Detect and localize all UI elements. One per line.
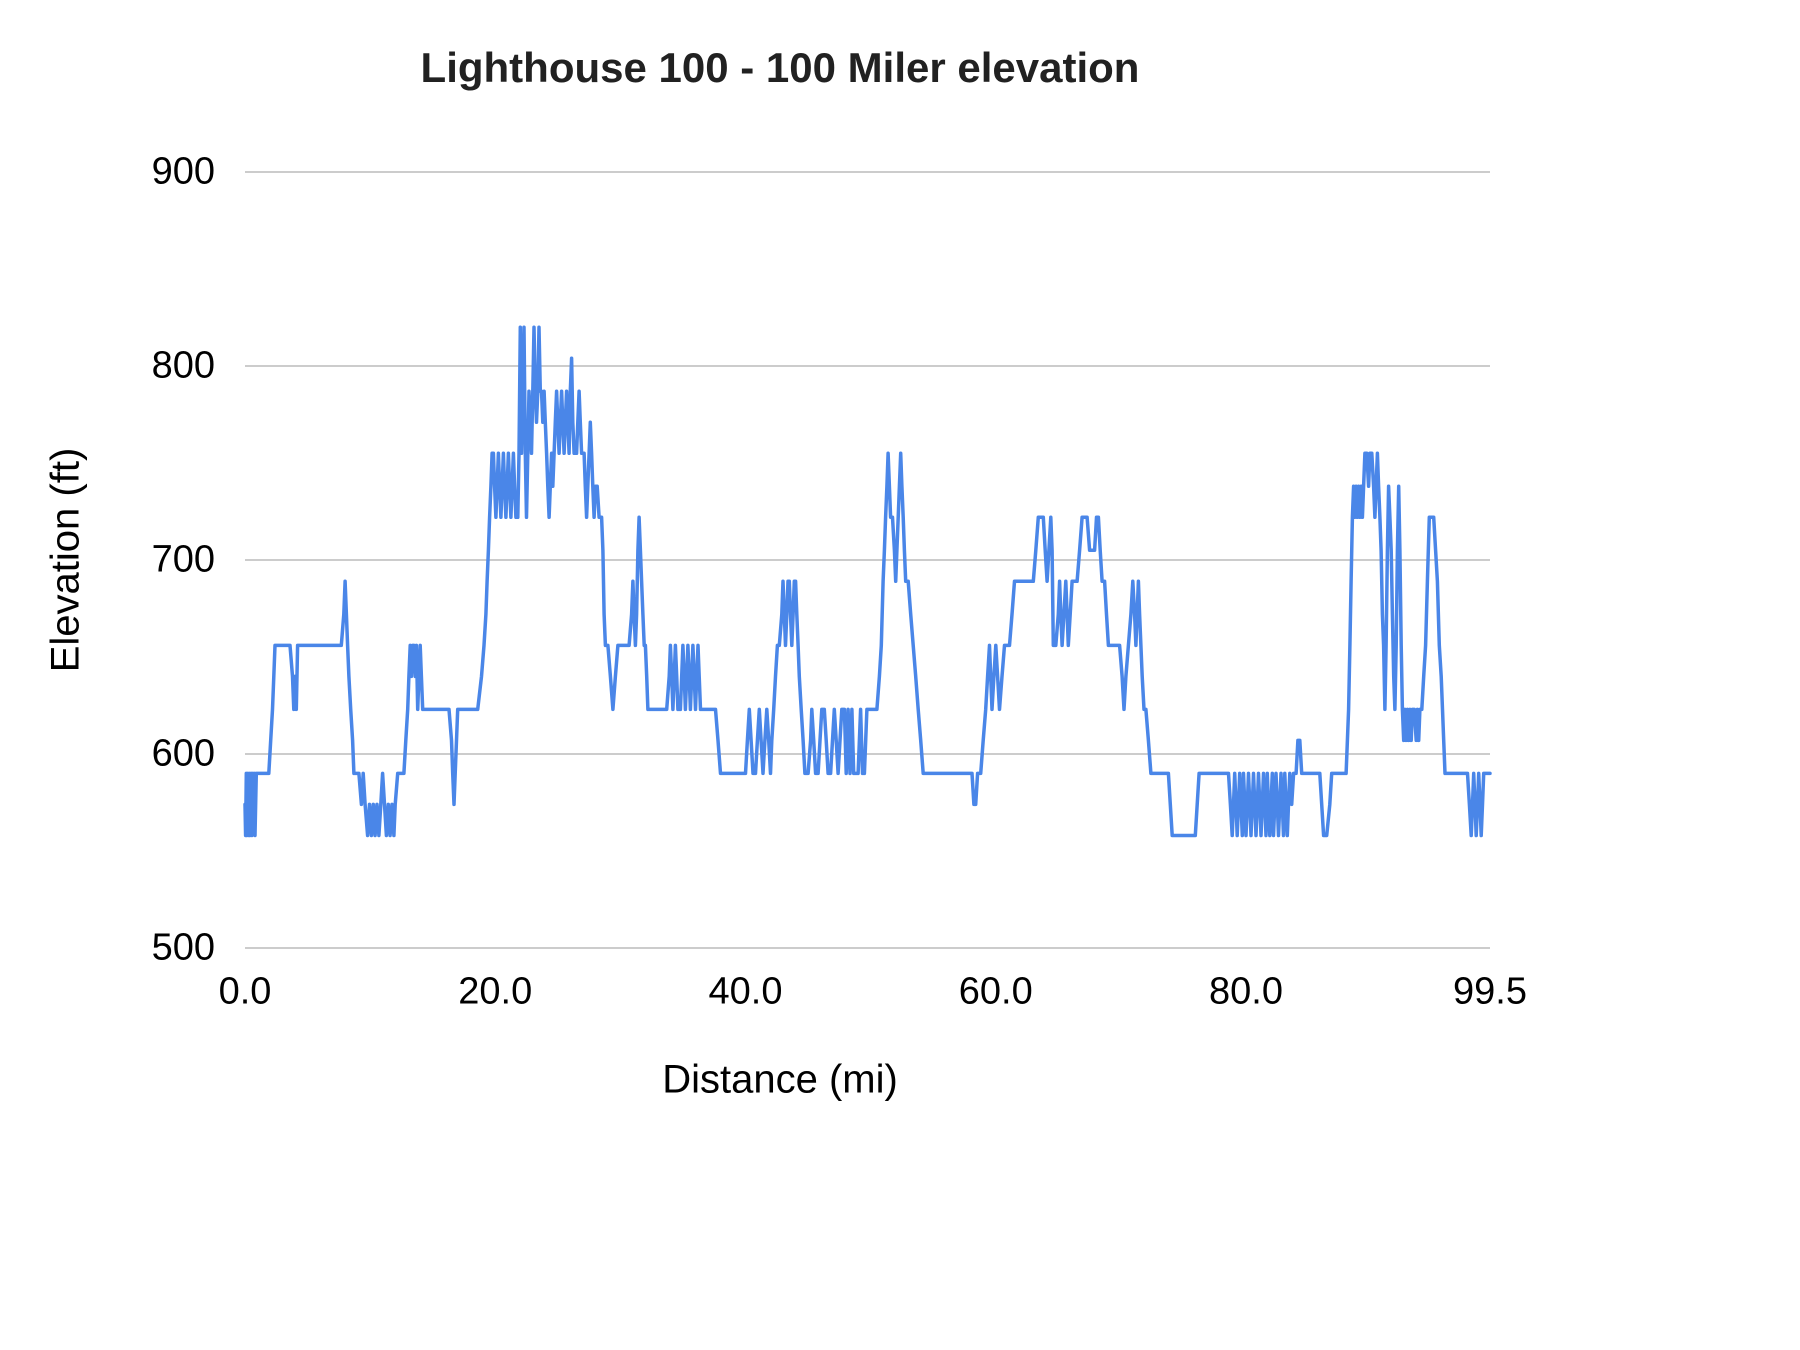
chart-figure: Lighthouse 100 - 100 Miler elevation Ele…	[43, 44, 1527, 1102]
plot-area	[243, 171, 1492, 949]
y-tick-label: 500	[151, 926, 215, 969]
elevation-line	[243, 325, 1492, 838]
x-tick-label: 20.0	[458, 970, 533, 1013]
x-tick-label: 40.0	[708, 970, 783, 1013]
chart-title: Lighthouse 100 - 100 Miler elevation	[420, 44, 1140, 91]
x-axis-title: Distance (mi)	[662, 1057, 898, 1102]
y-tick-label: 800	[151, 344, 215, 387]
x-tick-label: 99.5	[1453, 970, 1527, 1013]
y-tick-label: 900	[151, 150, 215, 193]
y-axis-title: Elevation (ft)	[43, 447, 88, 673]
x-tick-label: 0.0	[218, 970, 272, 1013]
y-tick-label: 700	[151, 538, 215, 581]
x-tick-label: 80.0	[1209, 970, 1283, 1013]
y-tick-label: 600	[151, 732, 215, 775]
x-tick-label: 60.0	[958, 970, 1033, 1013]
